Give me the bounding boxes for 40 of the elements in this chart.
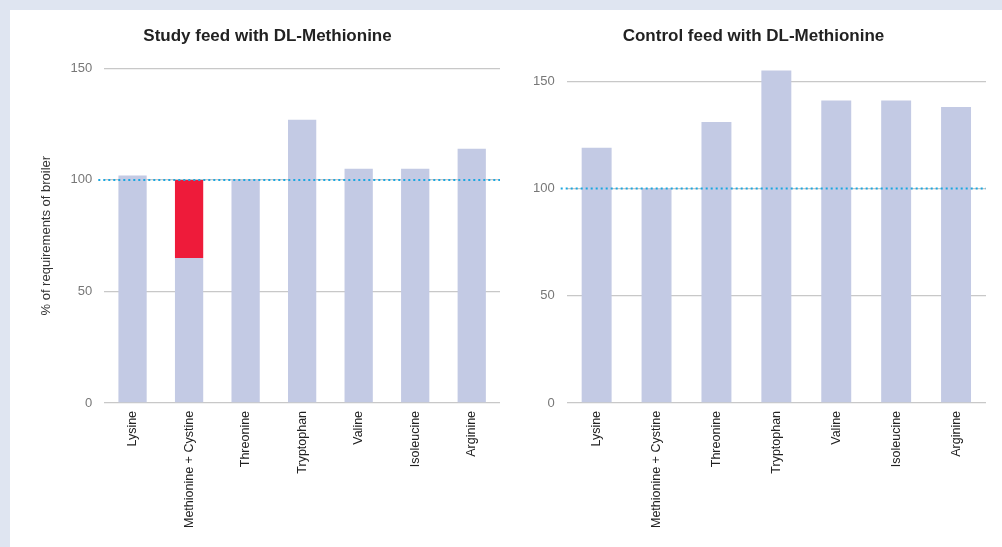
x-tick-label: Methionine + Cystine: [649, 410, 663, 528]
bar: [344, 168, 373, 403]
y-tick-label: 50: [77, 282, 93, 298]
x-tick-label: Valine: [351, 410, 366, 445]
chart-title: Control feed with DL-Methionine: [622, 25, 885, 45]
y-tick-label: 0: [547, 394, 555, 410]
y-tick-label: 0: [85, 394, 93, 410]
y-tick-label: 150: [532, 72, 555, 88]
x-tick-label: Tryptophan: [768, 410, 783, 474]
x-tick-label: Tryptophan: [294, 410, 309, 474]
bar: [761, 70, 792, 403]
x-tick-label: Methionine + Cystine: [181, 410, 196, 528]
bar: [401, 168, 430, 403]
x-tick-label: Lysine: [589, 410, 604, 447]
chart-title: Study feed with DL-Methionine: [143, 25, 392, 45]
x-tick-label: Arginine: [948, 410, 963, 457]
bar: [118, 175, 147, 403]
y-axis-title: % of requirements of broiler: [38, 155, 54, 316]
x-tick-label: Arginine: [464, 410, 479, 457]
bar: [174, 179, 204, 258]
x-tick-label: Threonine: [238, 410, 253, 468]
bar: [457, 148, 486, 403]
bar: [941, 107, 972, 403]
bar: [701, 122, 732, 403]
x-tick-label: Lysine: [125, 410, 140, 447]
x-tick-label: Isoleucine: [888, 410, 903, 468]
bar: [174, 257, 204, 403]
bar: [881, 100, 912, 403]
bar: [288, 119, 317, 403]
bar: [821, 100, 852, 403]
x-tick-label: Valine: [828, 410, 843, 445]
y-tick-label: 100: [532, 180, 555, 196]
bar: [581, 147, 612, 403]
y-tick-label: 150: [70, 59, 93, 75]
y-tick-label: 50: [540, 287, 555, 303]
x-tick-label: Threonine: [708, 410, 723, 468]
bar: [641, 188, 672, 403]
y-tick-label: 100: [70, 171, 93, 187]
x-tick-label: Isoleucine: [407, 410, 422, 468]
bar: [231, 179, 260, 403]
